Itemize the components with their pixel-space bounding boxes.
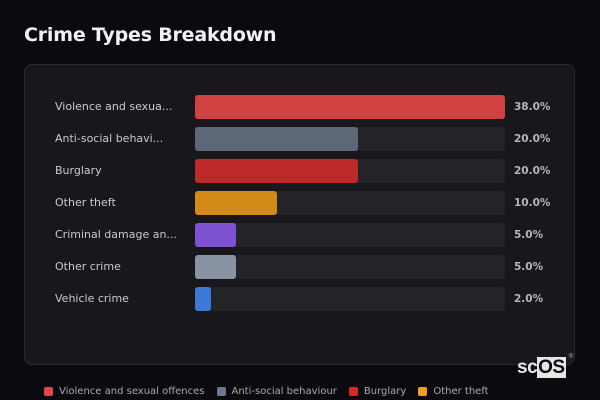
bar-label: Other crime: [55, 260, 121, 273]
page-title: Crime Types Breakdown: [24, 24, 277, 46]
legend-label: Violence and sexual offences: [59, 386, 205, 397]
legend-swatch-icon: [44, 387, 53, 396]
bar-value: 10.0%: [514, 197, 551, 209]
bar-value: 5.0%: [514, 261, 544, 273]
legend-item[interactable]: Anti-social behaviour: [216, 386, 337, 397]
legend-label: Anti-social behaviour: [231, 386, 337, 397]
bar-row[interactable]: Anti-social behavi... 20.0%: [25, 127, 574, 151]
registered-mark-icon: ®: [568, 354, 573, 360]
bar-track: [195, 287, 505, 311]
bar-label: Criminal damage an...: [55, 228, 177, 241]
legend-item[interactable]: Burglary: [348, 386, 407, 397]
bar-value: 20.0%: [514, 165, 551, 177]
bar-track: [195, 159, 505, 183]
bar-fill: [195, 223, 236, 247]
bar-row[interactable]: Vehicle crime 2.0%: [25, 287, 574, 311]
bar-row[interactable]: Burglary 20.0%: [25, 159, 574, 183]
bar-track: [195, 255, 505, 279]
legend-label: Other theft: [433, 386, 489, 397]
bar-fill: [195, 127, 359, 151]
bar-row[interactable]: Other theft 10.0%: [25, 191, 574, 215]
legend-item[interactable]: Other theft: [418, 386, 489, 397]
legend-swatch-icon: [418, 387, 428, 396]
bar-label: Vehicle crime: [55, 292, 129, 305]
bar-row[interactable]: Other crime 5.0%: [25, 255, 574, 279]
bar-label: Burglary: [55, 164, 102, 177]
bar-value: 38.0%: [514, 101, 551, 113]
legend-swatch-icon: [348, 387, 358, 396]
bar-track: [195, 95, 505, 119]
bar-fill: [195, 159, 359, 183]
bar-row[interactable]: Criminal damage an... 5.0%: [25, 223, 574, 247]
chart-legend: Violence and sexual offences Anti-social…: [44, 386, 489, 397]
bar-label: Violence and sexua...: [55, 100, 173, 113]
bar-value: 2.0%: [514, 293, 544, 305]
legend-label: Burglary: [363, 386, 407, 397]
logo-prefix: sc: [517, 357, 538, 378]
bar-fill: [195, 287, 212, 311]
bar-fill: [195, 255, 236, 279]
bar-label: Other theft: [55, 196, 116, 209]
legend-swatch-icon: [216, 387, 226, 396]
bar-fill: [195, 95, 505, 119]
bar-track: [195, 191, 505, 215]
bar-track: [195, 127, 505, 151]
bar-row[interactable]: Violence and sexua... 38.0%: [25, 95, 574, 119]
chart-card: Violence and sexua... 38.0% Anti-social …: [24, 64, 575, 365]
bar-value: 20.0%: [514, 133, 551, 145]
scos-logo: scOS ®: [517, 354, 573, 379]
logo-highlight: OS: [537, 357, 566, 378]
bar-value: 5.0%: [514, 229, 544, 241]
bar-track: [195, 223, 505, 247]
bar-label: Anti-social behavi...: [55, 132, 164, 145]
bar-fill: [195, 191, 277, 215]
legend-item[interactable]: Violence and sexual offences: [44, 386, 205, 397]
